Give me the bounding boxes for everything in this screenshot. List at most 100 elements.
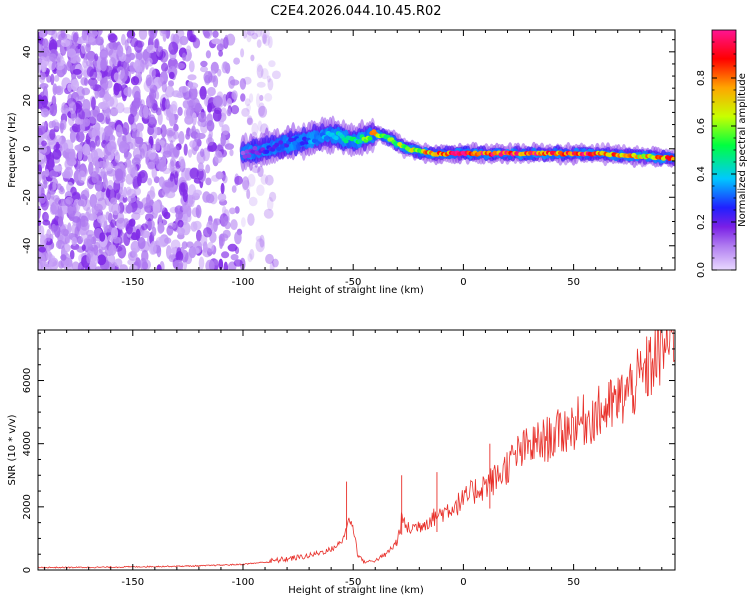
noise-blob — [218, 233, 229, 242]
noise-blob — [196, 229, 202, 242]
noise-blob — [38, 51, 48, 59]
snr-frame — [37, 329, 676, 571]
ridge-core — [323, 136, 329, 141]
spectrogram-y-label: Frequency (Hz) — [7, 112, 18, 188]
noise-blob — [89, 58, 95, 65]
snr-spikes — [346, 443, 491, 540]
noise-blob — [123, 151, 132, 160]
noise-blob — [61, 102, 67, 111]
noise-blob — [144, 202, 152, 212]
noise-blob — [156, 264, 162, 270]
noise-blob — [146, 44, 156, 54]
noise-blob — [163, 211, 171, 220]
noise-blob — [94, 90, 99, 99]
noise-blob — [241, 107, 250, 117]
noise-blob — [165, 127, 176, 137]
noise-blob — [113, 72, 120, 82]
noise-blob — [119, 232, 126, 244]
noise-blob — [212, 95, 223, 108]
noise-blob — [126, 30, 136, 39]
noise-blob — [97, 215, 106, 224]
noise-blob — [134, 136, 144, 145]
ridge-core — [357, 139, 363, 144]
noise-blob — [250, 54, 255, 62]
noise-blob — [189, 167, 200, 180]
noise-blob — [53, 122, 61, 130]
noise-blob — [221, 124, 230, 136]
noise-blob — [186, 45, 192, 54]
noise-blob — [83, 188, 90, 197]
noise-blob — [137, 237, 146, 249]
noise-blob — [260, 174, 269, 185]
noise-blob — [263, 34, 271, 46]
noise-blob — [156, 245, 162, 258]
noise-blob — [263, 208, 274, 219]
noise-blob — [43, 179, 48, 189]
noise-blob — [110, 219, 117, 228]
noise-blob — [234, 206, 240, 214]
noise-blob — [256, 63, 262, 72]
noise-blob — [255, 238, 265, 253]
noise-blob — [261, 34, 268, 45]
noise-blob — [141, 54, 149, 65]
noise-blob — [113, 83, 123, 92]
noise-blob — [118, 140, 128, 154]
noise-blob — [107, 179, 114, 190]
noise-blob — [207, 86, 216, 97]
noise-blob — [256, 184, 265, 196]
noise-blob — [147, 161, 155, 170]
noise-blob — [198, 256, 205, 270]
noise-blob — [80, 44, 87, 54]
noise-blob — [267, 35, 273, 49]
noise-blob — [208, 129, 213, 139]
noise-blob — [234, 231, 242, 245]
noise-blob — [218, 50, 224, 57]
ridge-core — [343, 139, 349, 144]
ridge-core — [242, 154, 248, 159]
noise-blob — [90, 80, 96, 90]
noise-blob — [38, 205, 41, 220]
noise-blob — [269, 261, 275, 270]
noise-blob — [214, 150, 223, 164]
noise-blob — [186, 241, 194, 248]
noise-blob — [139, 257, 147, 270]
noise-blob — [182, 52, 187, 61]
y-tick-label: -40 — [22, 238, 33, 254]
noise-blob — [221, 251, 230, 259]
noise-blob — [95, 135, 101, 147]
noise-blob — [99, 127, 105, 141]
noise-blob — [197, 112, 207, 123]
noise-blob — [264, 174, 274, 186]
noise-blob — [240, 48, 245, 58]
noise-blob — [184, 115, 194, 125]
noise-blob — [95, 160, 100, 174]
noise-blob — [109, 57, 116, 68]
noise-blob — [63, 139, 74, 153]
noise-blob — [240, 93, 246, 102]
noise-blob — [141, 223, 148, 231]
noise-blob — [87, 213, 98, 221]
noise-blob — [224, 143, 234, 150]
noise-blob — [80, 77, 88, 86]
noise-blob — [52, 181, 57, 191]
noise-blob — [71, 261, 80, 270]
x-tick-label: 50 — [567, 277, 580, 288]
noise-blob — [200, 60, 208, 67]
snr-x-ticks: -150 -100 -50 0 50 — [44, 330, 663, 588]
noise-blob — [89, 194, 98, 208]
noise-blob — [57, 216, 64, 227]
noise-blob — [90, 149, 99, 161]
noise-blob — [267, 78, 274, 91]
noise-blob — [94, 53, 99, 62]
noise-blob — [271, 70, 281, 80]
noise-blob — [147, 177, 153, 186]
x-tick-label: 0 — [460, 277, 466, 288]
noise-blob — [52, 148, 62, 160]
noise-blob — [55, 141, 60, 150]
noise-blob — [39, 30, 46, 39]
noise-blob — [224, 34, 229, 48]
noise-blob — [55, 239, 65, 250]
y-tick-label: 2000 — [22, 494, 33, 519]
noise-blob — [212, 109, 222, 122]
noise-blob — [115, 124, 123, 138]
